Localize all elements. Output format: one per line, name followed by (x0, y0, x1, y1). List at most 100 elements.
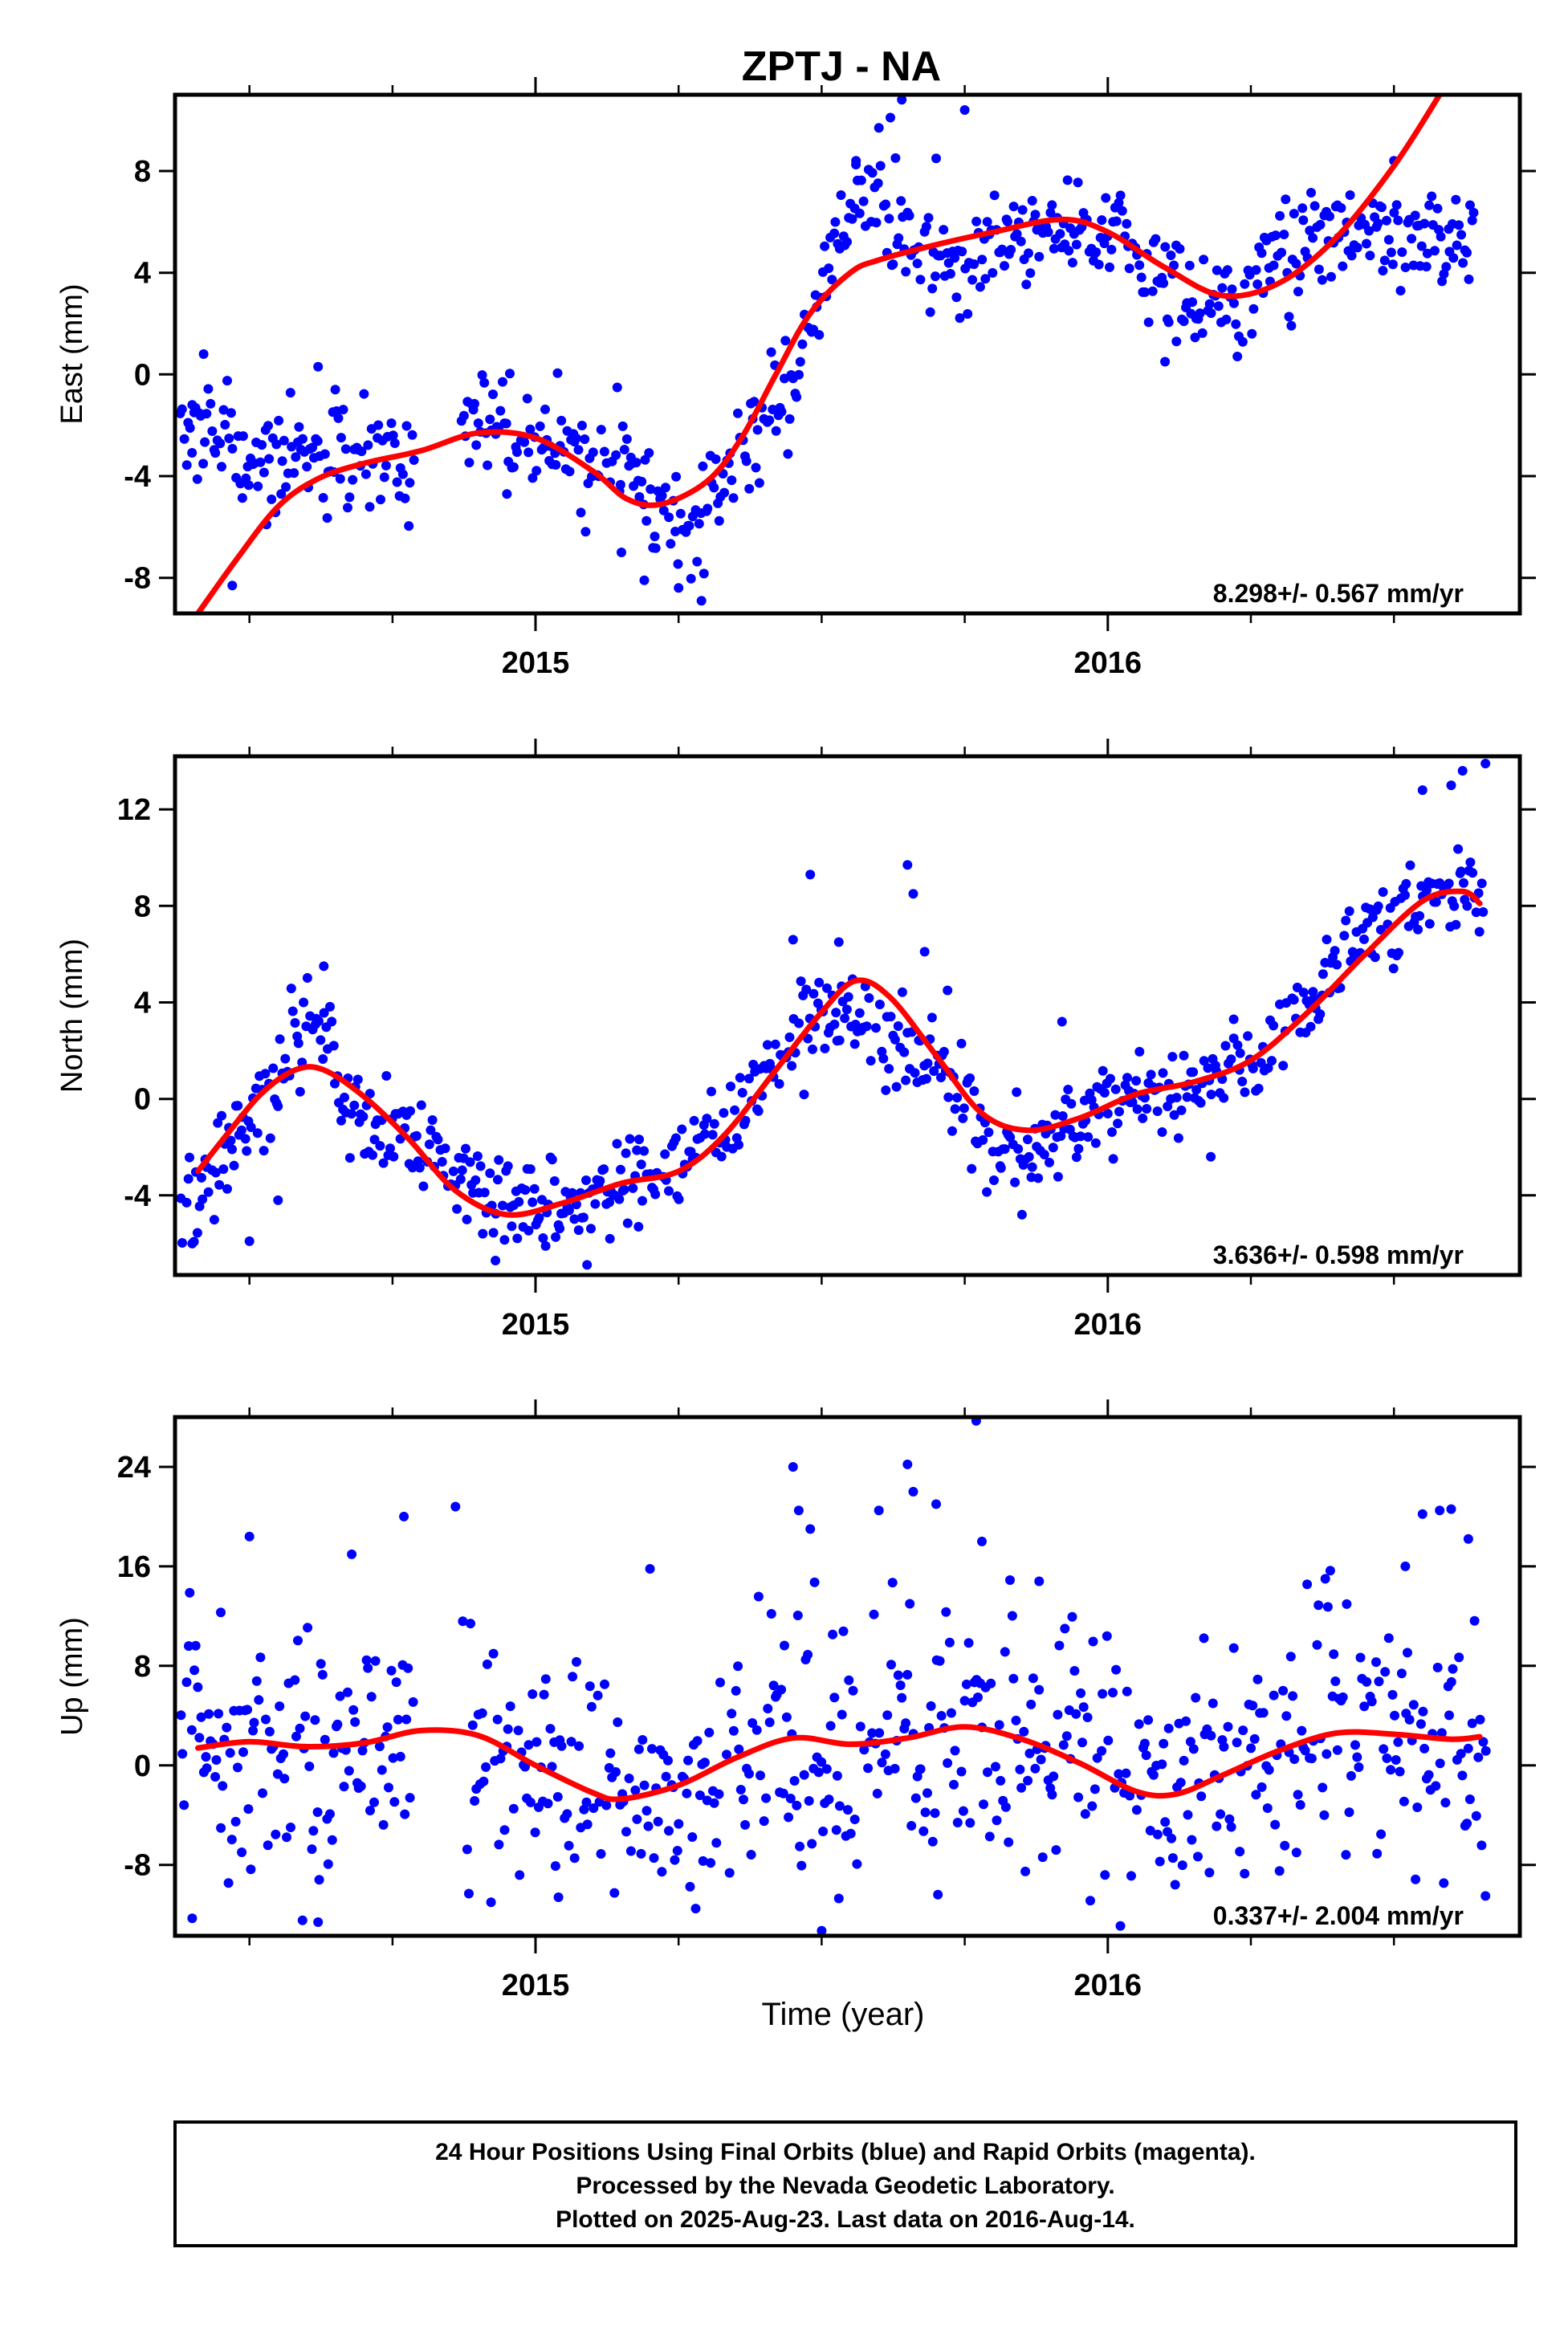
data-point (357, 1745, 368, 1756)
data-point (458, 1616, 468, 1627)
data-point (1376, 202, 1387, 213)
data-point (1457, 766, 1468, 776)
data-point (764, 1717, 775, 1728)
data-point (874, 1728, 885, 1738)
data-point (630, 1785, 641, 1795)
data-point (566, 1737, 576, 1747)
data-point (864, 993, 874, 1003)
data-point (1393, 1737, 1403, 1747)
data-point (1088, 1636, 1098, 1647)
data-point (1411, 1874, 1421, 1884)
data-point (1102, 1109, 1113, 1118)
data-point (1391, 1755, 1401, 1765)
data-point (523, 1740, 534, 1750)
data-point (1297, 203, 1308, 214)
data-point (834, 1035, 845, 1045)
data-point (482, 1659, 492, 1669)
data-point (479, 377, 490, 388)
data-point (226, 1835, 237, 1845)
data-point (664, 1186, 674, 1196)
data-point (1124, 263, 1134, 274)
data-point (1155, 1856, 1165, 1867)
data-point (244, 1531, 255, 1542)
data-point (751, 462, 761, 473)
data-point (176, 1710, 186, 1721)
data-point (1103, 1735, 1114, 1745)
data-point (611, 1767, 621, 1777)
data-point (897, 987, 907, 997)
data-point (1408, 1700, 1419, 1710)
y-tick-label: 8 (134, 155, 151, 189)
data-point (1006, 245, 1016, 255)
data-point (356, 446, 367, 457)
data-point (502, 489, 512, 499)
data-point (702, 1114, 712, 1124)
data-point (1008, 202, 1019, 212)
data-point (236, 1125, 246, 1135)
data-point (209, 1215, 219, 1225)
data-point (1396, 1668, 1407, 1679)
data-point (783, 449, 793, 459)
data-point (450, 1501, 461, 1512)
data-point (788, 935, 798, 945)
data-point (1000, 1802, 1011, 1812)
data-point (553, 1892, 564, 1902)
data-point (694, 1790, 705, 1800)
data-point (1263, 1063, 1273, 1073)
data-point (1182, 1092, 1192, 1102)
data-point (617, 548, 626, 557)
data-point (347, 1549, 357, 1559)
data-point (222, 376, 232, 386)
data-point (1422, 248, 1432, 259)
data-point (1027, 196, 1037, 206)
data-point (1306, 188, 1316, 198)
data-point (217, 1110, 226, 1121)
data-point (1252, 1674, 1263, 1684)
data-point (1142, 1104, 1152, 1114)
data-point (348, 1705, 359, 1715)
data-point (187, 1913, 198, 1924)
data-point (778, 1788, 788, 1798)
data-point (1199, 1633, 1209, 1644)
data-point (1373, 218, 1383, 229)
data-point (658, 505, 669, 515)
data-point (980, 274, 991, 284)
x-tick-label: 2016 (1074, 1308, 1142, 1342)
data-point (257, 440, 267, 450)
data-point (881, 199, 891, 210)
data-point (1160, 242, 1171, 252)
up-y-axis-label: Up (mm) (55, 1617, 89, 1736)
data-point (770, 1039, 780, 1049)
data-point (1056, 1130, 1066, 1141)
data-point (255, 1652, 266, 1663)
data-point (1465, 200, 1475, 210)
data-point (400, 493, 410, 503)
data-point (1395, 286, 1406, 295)
data-point (186, 1725, 197, 1735)
data-point (185, 1587, 195, 1598)
data-point (848, 1685, 858, 1696)
data-point (902, 1669, 913, 1680)
data-point (709, 1118, 719, 1129)
data-point (788, 1462, 798, 1472)
data-point (333, 413, 344, 423)
data-point (393, 1714, 403, 1725)
data-point (796, 1860, 807, 1871)
data-point (1412, 1802, 1423, 1812)
data-point (586, 1224, 596, 1234)
data-point (525, 1797, 536, 1807)
data-point (1256, 1782, 1267, 1792)
data-point (939, 1046, 949, 1057)
data-point (485, 414, 495, 425)
data-point (643, 1821, 654, 1831)
y-tick-label: 4 (134, 987, 151, 1020)
data-point (1024, 1748, 1035, 1758)
data-point (303, 1623, 313, 1633)
data-point (832, 1770, 842, 1781)
data-point (1117, 206, 1127, 216)
data-point (921, 222, 931, 232)
data-point (1193, 1851, 1203, 1862)
data-point (1258, 1708, 1269, 1718)
data-point (1386, 247, 1396, 258)
data-point (1228, 1643, 1239, 1653)
